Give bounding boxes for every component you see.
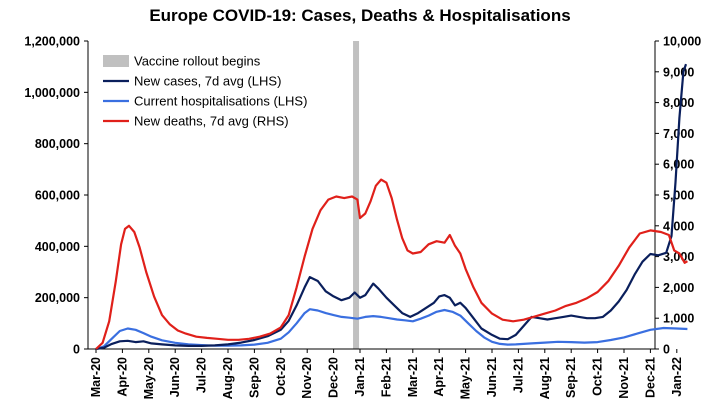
right-tick-label: 8,000 [663,96,694,110]
x-tick-label: Mar-21 [406,357,420,397]
right-tick-label: 1,000 [663,312,694,326]
series-line-0 [95,63,688,351]
x-tick-label: Sep-21 [564,357,578,398]
x-tick-label: Mar-20 [89,357,103,397]
right-tick-label: 6,000 [663,158,694,172]
x-tick-label: Nov-21 [617,357,631,399]
left-tick-label: 1,000,000 [24,86,80,100]
left-tick-label: 800,000 [35,137,80,151]
x-tick-label: Jan-21 [353,357,367,397]
vaccine-rollout-bar [353,41,360,349]
right-tick-label: 5,000 [663,189,694,203]
x-tick-label: Jul-20 [195,357,209,393]
left-tick-label: 600,000 [35,189,80,203]
legend-label: Current hospitalisations (LHS) [134,94,307,109]
series-line-1 [95,308,688,351]
x-tick-label: May-20 [142,357,156,399]
left-tick-label: 200,000 [35,291,80,305]
x-tick-label: Oct-20 [274,357,288,396]
x-tick-label: Jan-22 [670,357,684,397]
right-tick-label: 0 [663,343,670,357]
x-tick-label: Feb-21 [379,357,393,397]
right-tick-label: 2,000 [663,281,694,295]
series-line-2 [95,178,688,350]
chart-title: Europe COVID-19: Cases, Deaths & Hospita… [149,6,571,25]
x-tick-label: Aug-21 [538,357,552,399]
x-tick-label: Sep-20 [247,357,261,398]
vaccine-rollout-band [353,41,360,349]
x-tick-label: Apr-20 [115,357,129,397]
left-tick-label: 0 [73,343,80,357]
series-lines [95,63,688,351]
x-tick-label: Apr-21 [432,357,446,397]
right-tick-label: 4,000 [663,219,694,233]
x-tick-label: Aug-20 [221,357,235,399]
x-tick-label: Oct-21 [591,357,605,396]
x-tick-label: May-21 [459,357,473,399]
x-tick-label: Nov-20 [300,357,314,399]
chart-legend: Vaccine rollout begins New cases, 7d avg … [103,54,307,129]
legend-label: Vaccine rollout begins [134,54,261,69]
x-tick-label: Dec-21 [643,357,657,398]
x-tick-label: Dec-20 [327,357,341,398]
legend-label: New deaths, 7d avg (RHS) [134,114,289,129]
x-tick-label: Jun-21 [485,357,499,397]
left-tick-label: 400,000 [35,240,80,254]
left-axis-ticks: 0 200,000 400,000 600,000 800,000 1,000,000 1,… [24,35,88,357]
legend-swatch-vaccine [103,55,129,67]
left-tick-label: 1,200,000 [24,35,80,49]
legend-label: New cases, 7d avg (LHS) [134,74,281,89]
right-axis-ticks: 01,0002,0003,0004,0005,0006,0007,0008,00… [655,35,701,357]
x-axis-ticks: Mar-20 Apr-20 May-20 Jun-20 Jul-20 Aug-20 Sep-… [89,349,684,399]
right-tick-label: 10,000 [663,35,701,49]
x-tick-label: Jun-20 [168,357,182,397]
right-tick-label: 9,000 [663,65,694,79]
x-tick-label: Jul-21 [511,357,525,393]
